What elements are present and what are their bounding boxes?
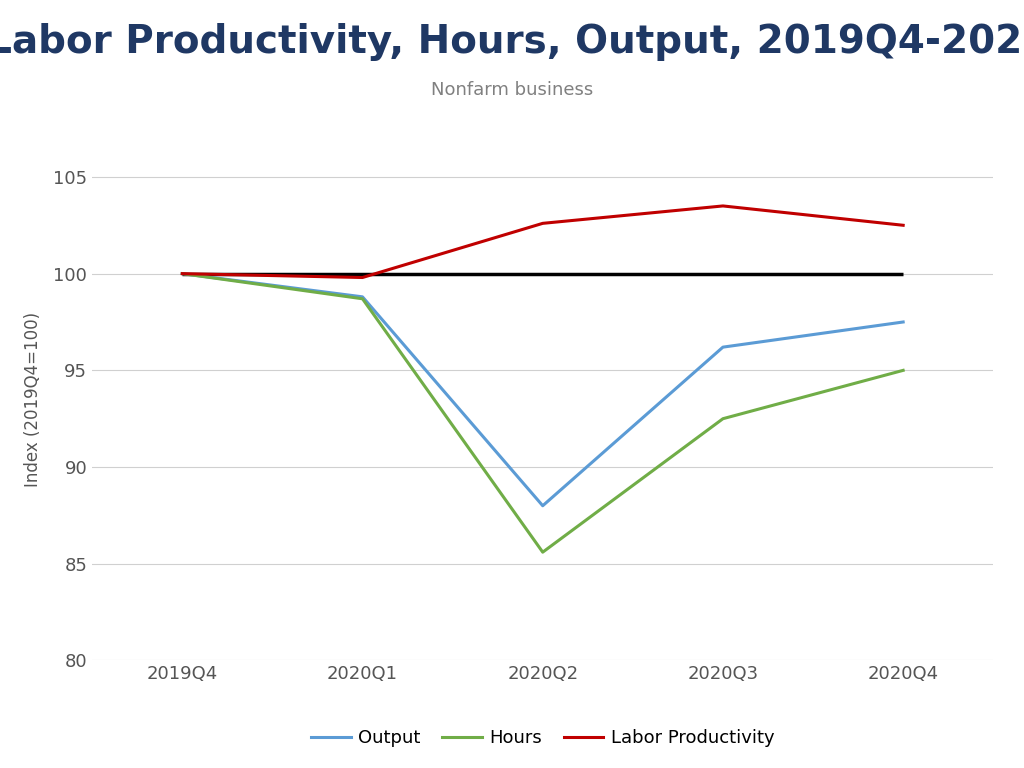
Hours [176,269,188,278]
Labor Productivity [356,273,369,282]
Output [717,343,729,352]
Line: Hours: Hours [182,273,903,552]
Hours [897,366,909,375]
Labor Productivity [537,219,549,228]
Labor Productivity [897,220,909,230]
Output [537,502,549,511]
Legend: Output, Hours, Labor Productivity: Output, Hours, Labor Productivity [304,722,781,754]
Output [356,293,369,302]
Labor Productivity [176,269,188,278]
Output [176,269,188,278]
Y-axis label: Index (2019Q4=100): Index (2019Q4=100) [24,312,42,487]
Line: Labor Productivity: Labor Productivity [182,206,903,277]
Text: US Labor Productivity, Hours, Output, 2019Q4-2020Q4: US Labor Productivity, Hours, Output, 20… [0,23,1024,61]
Line: Output: Output [182,273,903,506]
Hours [356,294,369,303]
Output [897,317,909,326]
Hours [717,414,729,423]
Labor Productivity [717,201,729,210]
Hours [537,548,549,557]
Text: Nonfarm business: Nonfarm business [431,81,593,98]
